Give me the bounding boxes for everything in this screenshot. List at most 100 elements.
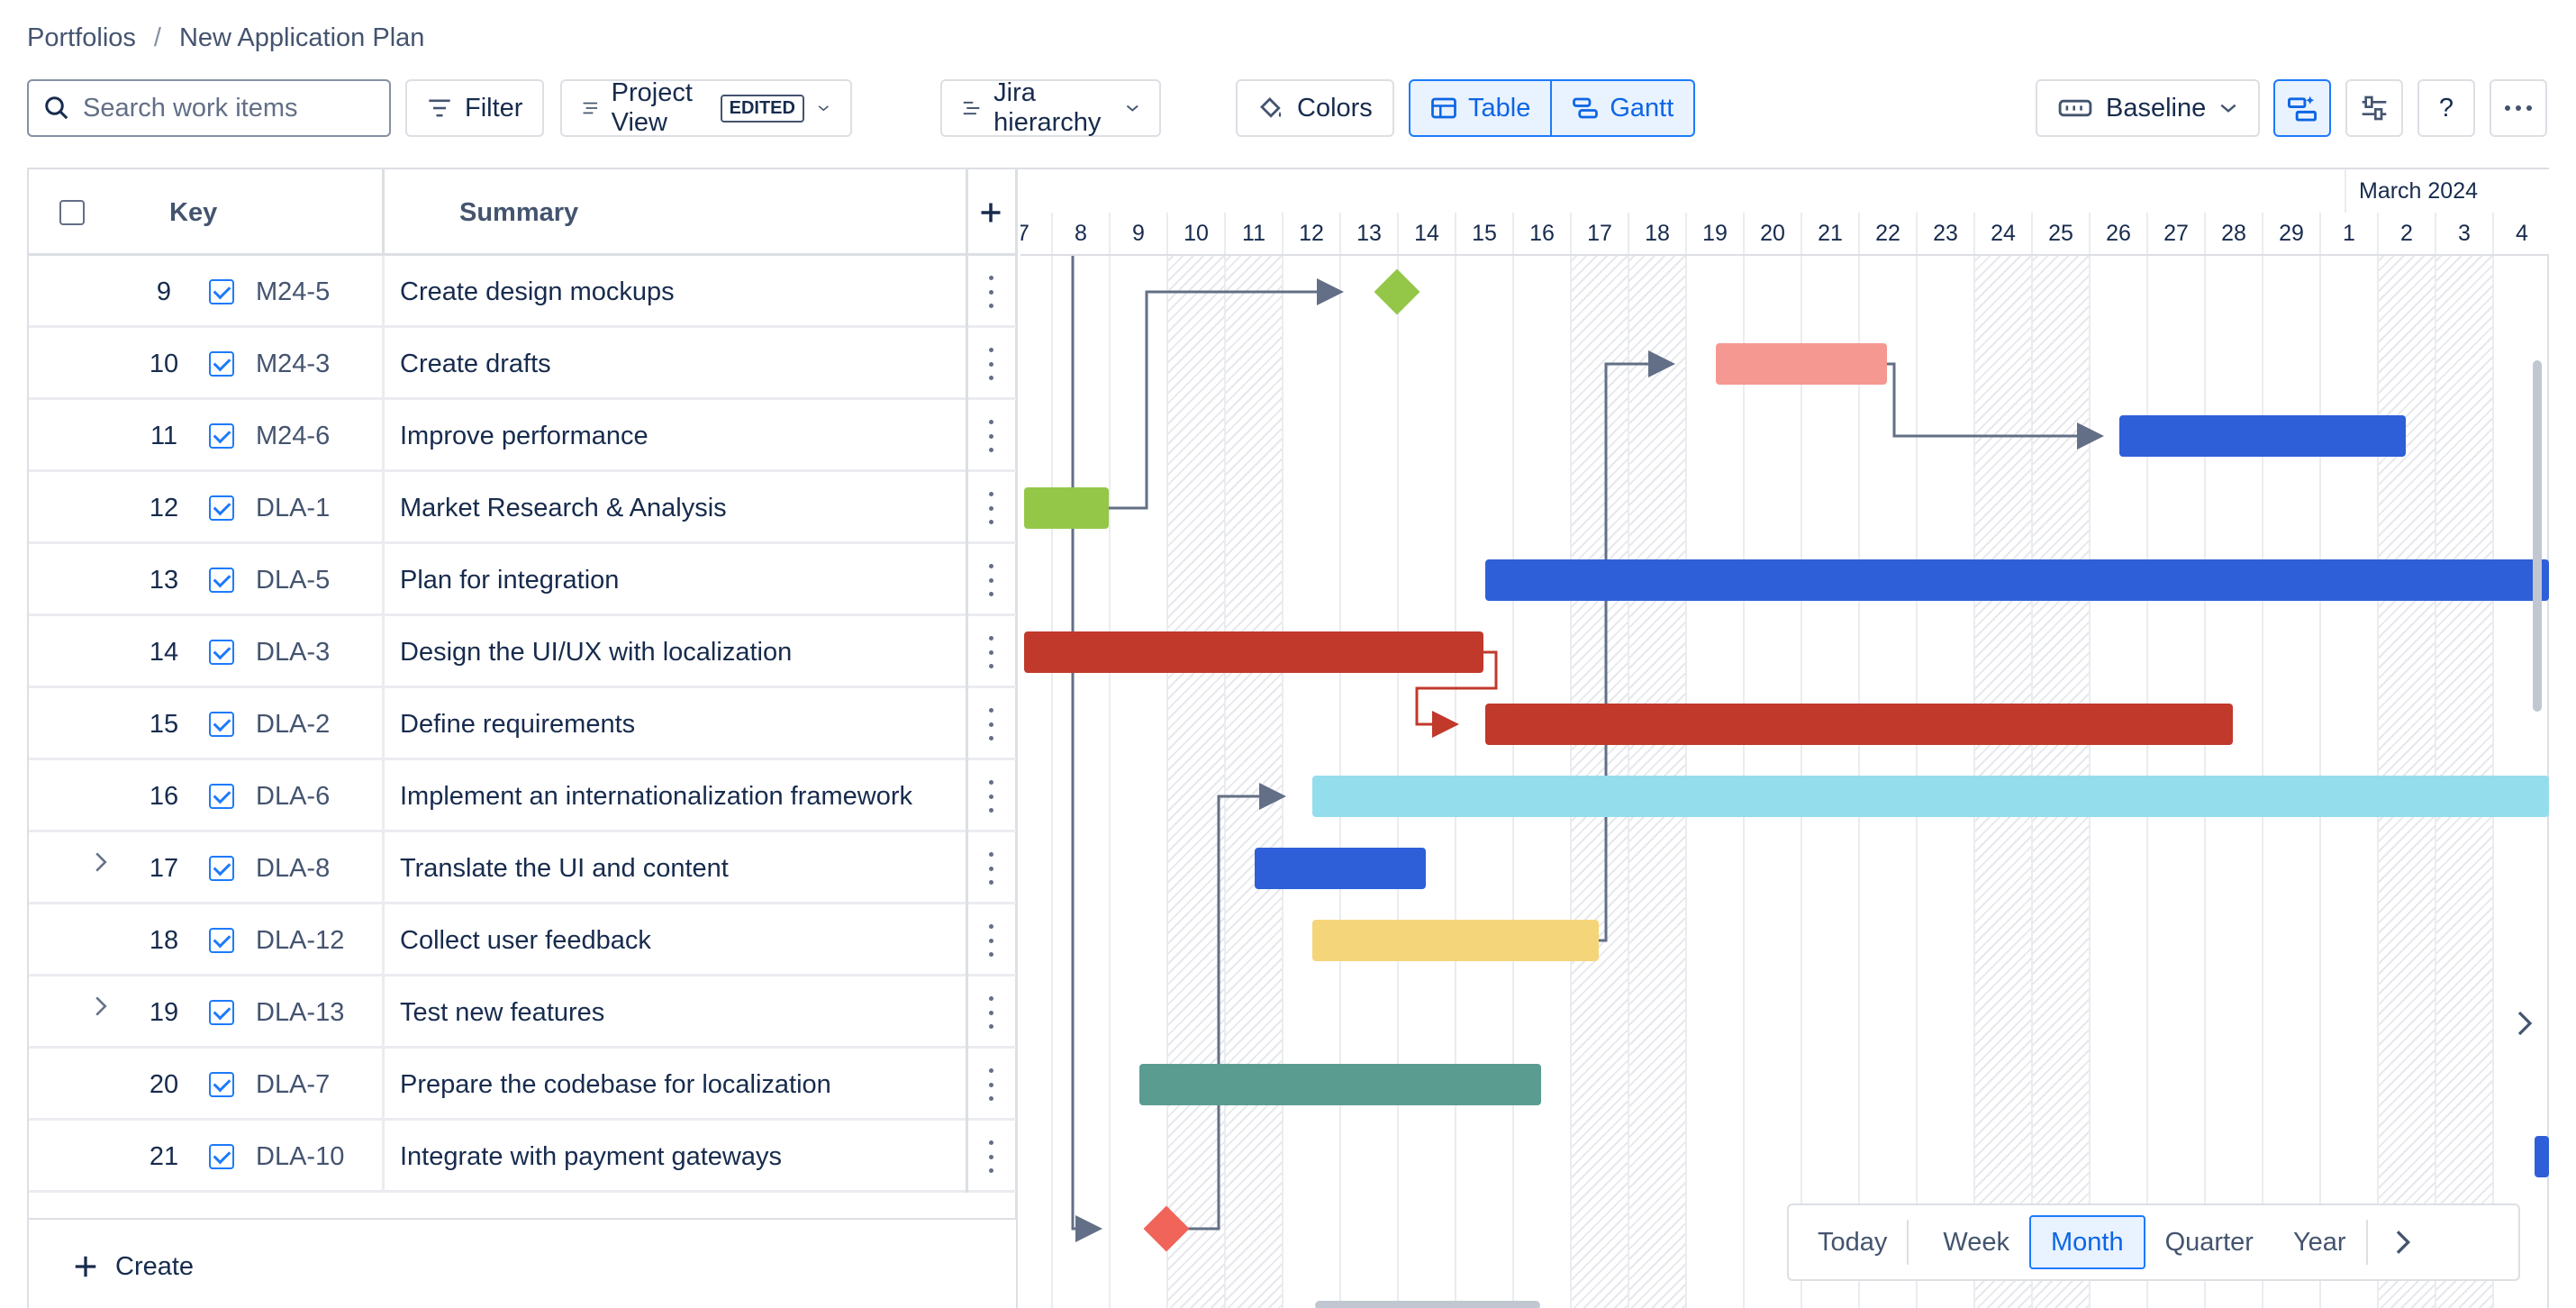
expand-chevron-icon[interactable] xyxy=(94,995,108,1018)
zoom-week[interactable]: Week xyxy=(1943,1227,2009,1257)
issue-key-link[interactable]: DLA-7 xyxy=(256,1069,331,1099)
row-actions-icon[interactable] xyxy=(982,492,1000,524)
breadcrumb-portfolios[interactable]: Portfolios xyxy=(27,23,136,52)
issue-key-link[interactable]: M24-5 xyxy=(256,277,331,306)
issue-key-link[interactable]: M24-3 xyxy=(256,349,331,378)
issue-key-link[interactable]: DLA-5 xyxy=(256,565,331,595)
row-actions-icon[interactable] xyxy=(982,348,1000,380)
project-view-button[interactable]: Project View EDITED xyxy=(560,78,852,137)
dependencies-toggle-button[interactable] xyxy=(2273,79,2331,137)
table-row[interactable]: 16 DLA-6 Implement an internationalization… xyxy=(29,760,1016,832)
more-button[interactable] xyxy=(2490,79,2547,137)
dependency-line[interactable] xyxy=(1858,362,2104,450)
task-bar[interactable] xyxy=(1716,343,1887,385)
breadcrumb-current[interactable]: New Application Plan xyxy=(178,23,425,52)
task-bar[interactable] xyxy=(1024,631,1483,673)
issue-key-link[interactable]: DLA-2 xyxy=(256,709,331,739)
row-actions-icon[interactable] xyxy=(982,636,1000,668)
table-row[interactable]: 12 DLA-1 Market Research & Analysis xyxy=(29,472,1016,544)
table-row[interactable]: 17 DLA-8 Translate the UI and content xyxy=(29,832,1016,904)
task-bar[interactable] xyxy=(1255,848,1426,889)
table-row[interactable]: 20 DLA-7 Prepare the codebase for localiza… xyxy=(29,1049,1016,1121)
row-actions-icon[interactable] xyxy=(982,1068,1000,1101)
dependency-line[interactable] xyxy=(1071,256,1102,1242)
row-actions-icon[interactable] xyxy=(982,780,1000,813)
summary-cell[interactable]: Design the UI/UX with localization xyxy=(400,637,793,667)
chevron-right-icon[interactable] xyxy=(2514,1009,2535,1038)
row-actions-icon[interactable] xyxy=(982,420,1000,452)
chevron-right-icon[interactable] xyxy=(2393,1229,2411,1256)
task-bar[interactable] xyxy=(2119,415,2406,457)
summary-cell[interactable]: Integrate with payment gateways xyxy=(400,1141,782,1171)
table-row[interactable]: 9 M24-5 Create design mockups xyxy=(29,256,1016,328)
summary-cell[interactable]: Plan for integration xyxy=(400,565,620,595)
issue-key-link[interactable]: DLA-13 xyxy=(256,997,345,1027)
dependency-line[interactable] xyxy=(1570,350,1675,942)
key-column-header[interactable]: Key xyxy=(169,198,218,227)
add-column-icon[interactable] xyxy=(978,200,1003,225)
horizontal-scrollbar[interactable] xyxy=(1315,1301,1540,1308)
zoom-today[interactable]: Today xyxy=(1818,1227,1888,1257)
task-bar[interactable] xyxy=(1312,776,2549,817)
task-bar[interactable] xyxy=(1312,920,1599,961)
task-bar[interactable] xyxy=(1485,704,2233,745)
task-bar[interactable] xyxy=(2534,1136,2549,1177)
task-bar[interactable] xyxy=(1485,559,2549,601)
issue-key-link[interactable]: M24-6 xyxy=(256,421,331,450)
summary-cell[interactable]: Market Research & Analysis xyxy=(400,493,727,522)
row-actions-icon[interactable] xyxy=(982,564,1000,596)
table-toggle[interactable]: Table xyxy=(1410,81,1550,135)
summary-cell[interactable]: Create design mockups xyxy=(400,277,675,306)
table-row[interactable]: 21 DLA-10 Integrate with payment gateways xyxy=(29,1121,1016,1193)
summary-cell[interactable]: Prepare the codebase for localization xyxy=(400,1069,831,1099)
issue-key-link[interactable]: DLA-1 xyxy=(256,493,331,522)
dependency-line[interactable] xyxy=(1184,783,1286,1231)
colors-button[interactable]: Colors xyxy=(1236,79,1394,137)
create-button[interactable]: Create xyxy=(29,1218,1016,1308)
summary-cell[interactable]: Translate the UI and content xyxy=(400,853,729,883)
table-row[interactable]: 15 DLA-2 Define requirements xyxy=(29,688,1016,760)
row-actions-icon[interactable] xyxy=(982,924,1000,957)
table-row[interactable]: 19 DLA-13 Test new features xyxy=(29,976,1016,1049)
help-button[interactable]: ? xyxy=(2417,79,2475,137)
summary-cell[interactable]: Implement an internationalization framew… xyxy=(400,781,912,811)
summary-cell[interactable]: Collect user feedback xyxy=(400,925,651,955)
filter-button[interactable]: Filter xyxy=(405,79,545,137)
table-row[interactable]: 13 DLA-5 Plan for integration xyxy=(29,544,1016,616)
column-divider[interactable] xyxy=(382,169,385,256)
row-actions-icon[interactable] xyxy=(982,1140,1000,1173)
baseline-button[interactable]: Baseline xyxy=(2036,79,2261,137)
dependency-line[interactable] xyxy=(1415,650,1498,738)
summary-column-header[interactable]: Summary xyxy=(459,198,579,227)
task-bar[interactable] xyxy=(1024,487,1109,529)
vertical-scrollbar[interactable] xyxy=(2533,360,2542,712)
issue-key-link[interactable]: DLA-12 xyxy=(256,925,345,955)
zoom-month[interactable]: Month xyxy=(2029,1215,2145,1269)
row-actions-icon[interactable] xyxy=(982,852,1000,885)
hierarchy-button[interactable]: Jira hierarchy xyxy=(940,78,1162,137)
view-settings-button[interactable] xyxy=(2345,79,2403,137)
dependency-line[interactable] xyxy=(1107,278,1344,510)
table-row[interactable]: 14 DLA-3 Design the UI/UX with localizatio… xyxy=(29,616,1016,688)
table-row[interactable]: 11 M24-6 Improve performance xyxy=(29,400,1016,472)
task-bar[interactable] xyxy=(1139,1064,1541,1105)
summary-cell[interactable]: Define requirements xyxy=(400,709,636,739)
table-row[interactable]: 18 DLA-12 Collect user feedback xyxy=(29,904,1016,976)
summary-cell[interactable]: Improve performance xyxy=(400,421,649,450)
row-actions-icon[interactable] xyxy=(982,996,1000,1029)
issue-key-link[interactable]: DLA-3 xyxy=(256,637,331,667)
zoom-quarter[interactable]: Quarter xyxy=(2164,1227,2254,1257)
issue-key-link[interactable]: DLA-8 xyxy=(256,853,331,883)
gantt-toggle[interactable]: Gantt xyxy=(1550,81,1693,135)
summary-cell[interactable]: Test new features xyxy=(400,997,605,1027)
table-row[interactable]: 10 M24-3 Create drafts xyxy=(29,328,1016,400)
zoom-year[interactable]: Year xyxy=(2292,1227,2346,1257)
row-actions-icon[interactable] xyxy=(982,708,1000,740)
search-input[interactable]: Search work items xyxy=(27,79,391,137)
summary-cell[interactable]: Create drafts xyxy=(400,349,551,378)
expand-chevron-icon[interactable] xyxy=(94,850,108,874)
gantt-timeline[interactable]: March 2024 7 8 9 10 11 12 13 14 15 16 17 18 19 20 21 22… xyxy=(1020,169,2549,1308)
issue-key-link[interactable]: DLA-6 xyxy=(256,781,331,811)
row-actions-icon[interactable] xyxy=(982,276,1000,308)
select-all-checkbox[interactable] xyxy=(59,200,85,225)
